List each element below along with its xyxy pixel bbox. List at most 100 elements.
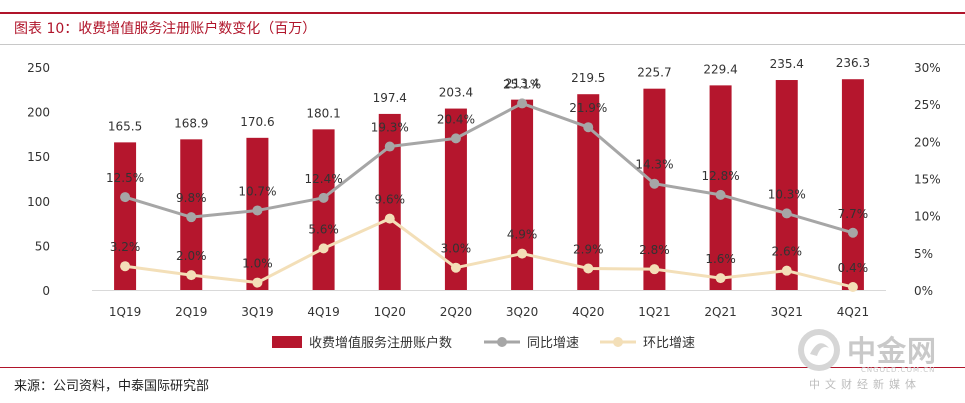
bar xyxy=(444,108,467,290)
bar-value-label: 170.6 xyxy=(240,115,274,129)
yoy-data-label: 10.3% xyxy=(768,187,806,201)
yoy-data-label: 9.8% xyxy=(176,191,207,205)
bar xyxy=(312,129,335,290)
qoq-data-label: 2.8% xyxy=(639,243,670,257)
legend-label-yoy: 同比增速 xyxy=(527,336,579,351)
source-note: 来源：公司资料，中泰国际研究部 xyxy=(14,379,210,394)
legend-swatch-bar xyxy=(272,336,302,348)
yoy-data-label: 20.4% xyxy=(437,112,475,126)
x-axis-category-label: 4Q21 xyxy=(837,305,869,319)
y-axis-left-tick-label: 100 xyxy=(27,195,50,209)
y-axis-left-tick-label: 200 xyxy=(27,106,50,120)
qoq-point xyxy=(318,243,329,254)
combo-chart: 0 50 100 150 200 250 0% 5% 10% 15% 20% 25% 30% 165.5 1… xyxy=(27,56,941,351)
yoy-point xyxy=(847,227,858,238)
qoq-growth-line xyxy=(124,217,854,289)
yoy-data-label: 7.7% xyxy=(838,207,869,221)
yoy-point xyxy=(384,141,395,152)
qoq-point xyxy=(186,270,197,281)
x-axis-category-label: 3Q20 xyxy=(506,305,538,319)
x-axis-category-label: 1Q21 xyxy=(638,305,670,319)
bar xyxy=(511,99,534,290)
qoq-data-label: 5.6% xyxy=(308,222,339,236)
qoq-data-label: 2.0% xyxy=(176,249,207,263)
yoy-point xyxy=(649,178,660,189)
x-axis-category-label: 3Q21 xyxy=(771,305,803,319)
legend-label-qoq: 环比增速 xyxy=(643,336,695,351)
qoq-data-label: 0.4% xyxy=(838,261,869,275)
header-bottom-rule xyxy=(0,44,965,45)
yoy-point xyxy=(252,205,263,216)
qoq-point xyxy=(120,261,131,272)
bar-value-label: 213.4 xyxy=(505,77,539,91)
bar xyxy=(114,142,137,290)
bar-value-label: 219.5 xyxy=(571,71,605,85)
bar-value-label: 229.4 xyxy=(703,62,737,76)
bar-value-label: 235.4 xyxy=(770,57,804,71)
yoy-point xyxy=(517,98,528,109)
qoq-point xyxy=(450,262,461,273)
watermark-tagline: 中文财经新媒体 xyxy=(809,378,921,391)
yoy-point xyxy=(318,192,329,203)
yoy-growth-line xyxy=(124,101,854,235)
x-axis-category-label: 2Q21 xyxy=(704,305,736,319)
y-axis-left-tick-label: 150 xyxy=(27,150,50,164)
y-axis-right-tick-label: 20% xyxy=(914,135,941,149)
bar-value-label: 168.9 xyxy=(174,116,208,130)
yoy-data-label: 10.7% xyxy=(238,184,276,198)
y-axis-left-tick-label: 0 xyxy=(42,284,50,298)
watermark: 中金网 CNGOLD.COM.CN 中文财经新媒体 xyxy=(795,326,960,394)
bar-value-label: 197.4 xyxy=(373,91,407,105)
bar xyxy=(775,80,798,291)
bar-value-label: 165.5 xyxy=(108,119,142,133)
qoq-data-label: 1.0% xyxy=(242,257,273,271)
x-axis-category-label: 3Q19 xyxy=(241,305,273,319)
legend-marker-yoy xyxy=(497,337,507,347)
yoy-point xyxy=(186,212,197,223)
bar xyxy=(841,79,864,290)
x-axis-category-label: 2Q20 xyxy=(440,305,472,319)
qoq-data-label: 2.6% xyxy=(772,245,803,259)
x-axis-category-label: 2Q19 xyxy=(175,305,207,319)
yoy-data-label: 25.1% xyxy=(503,77,541,91)
qoq-point xyxy=(715,273,726,284)
y-axis-right-tick-label: 10% xyxy=(914,210,941,224)
yoy-point xyxy=(450,133,461,144)
bar xyxy=(709,85,732,290)
watermark-logo-icon xyxy=(798,329,840,371)
yoy-point xyxy=(715,189,726,200)
qoq-data-label: 2.9% xyxy=(573,242,604,256)
y-axis-left-tick-label: 250 xyxy=(27,61,50,75)
bar-value-label: 180.1 xyxy=(306,106,340,120)
yoy-point xyxy=(781,208,792,219)
bar xyxy=(378,113,401,291)
header-top-rule xyxy=(0,12,965,14)
qoq-point xyxy=(847,282,858,293)
legend-label-bar: 收费增值服务注册账户数 xyxy=(309,335,452,351)
bar xyxy=(643,88,666,290)
bar-value-label: 236.3 xyxy=(836,56,870,70)
qoq-point xyxy=(583,263,594,274)
x-axis-category-label: 4Q19 xyxy=(307,305,339,319)
qoq-point xyxy=(252,277,263,288)
y-axis-right-tick-label: 30% xyxy=(914,61,941,75)
qoq-data-label: 3.0% xyxy=(441,242,472,256)
y-axis-right-tick-label: 0% xyxy=(914,284,933,298)
bar xyxy=(577,94,600,291)
yoy-data-label: 12.5% xyxy=(106,171,144,185)
yoy-data-label: 12.8% xyxy=(702,169,740,183)
yoy-point xyxy=(583,122,594,133)
x-axis-category-label: 1Q20 xyxy=(374,305,406,319)
y-axis-right-tick-label: 15% xyxy=(914,173,941,187)
yoy-data-label: 14.3% xyxy=(635,158,673,172)
qoq-point xyxy=(384,213,395,224)
watermark-name: 中金网 xyxy=(847,334,938,368)
bar-value-label: 203.4 xyxy=(439,86,473,100)
yoy-data-label: 19.3% xyxy=(371,121,409,135)
qoq-point xyxy=(649,264,660,275)
yoy-point xyxy=(120,192,131,203)
yoy-data-label: 21.9% xyxy=(569,101,607,115)
qoq-point xyxy=(517,248,528,259)
qoq-point xyxy=(781,265,792,276)
y-axis-right-tick-label: 5% xyxy=(914,247,933,261)
